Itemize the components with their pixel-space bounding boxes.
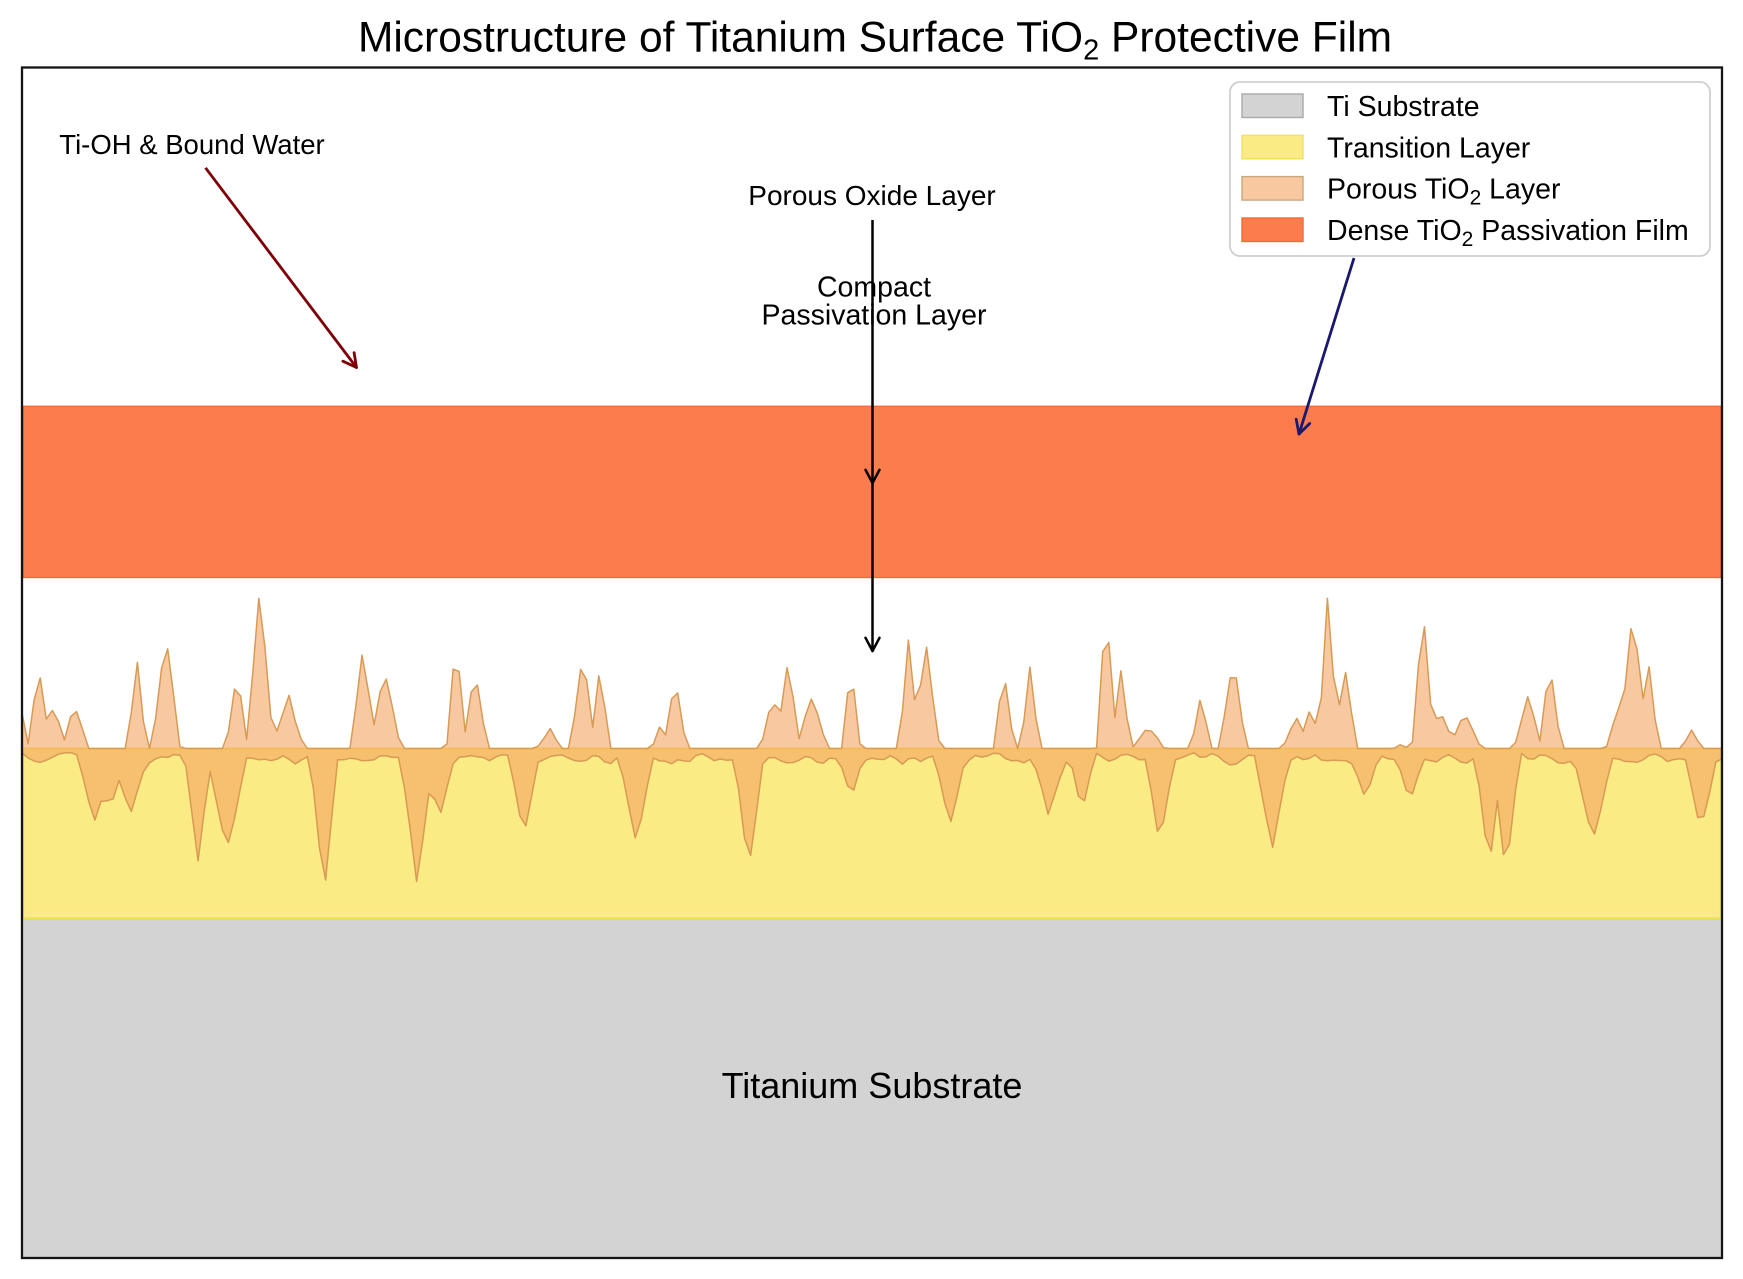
svg-text:Titanium Substrate: Titanium Substrate — [722, 1065, 1023, 1106]
svg-text:Compact: Compact — [817, 272, 931, 304]
svg-text:Dense TiO2 Passivation Film: Dense TiO2 Passivation Film — [1327, 215, 1689, 251]
svg-text:Microstructure of Titanium Sur: Microstructure of Titanium Surface TiO2 … — [358, 15, 1392, 67]
svg-text:Ti-OH & Bound Water: Ti-OH & Bound Water — [59, 129, 324, 160]
svg-text:Ti Substrate: Ti Substrate — [1327, 91, 1480, 123]
svg-text:Porous Oxide Layer: Porous Oxide Layer — [748, 180, 995, 211]
svg-text:Porous TiO2 Layer: Porous TiO2 Layer — [1327, 174, 1561, 210]
svg-text:Transition Layer: Transition Layer — [1327, 132, 1531, 164]
svg-text:Passivation Layer: Passivation Layer — [762, 300, 987, 332]
